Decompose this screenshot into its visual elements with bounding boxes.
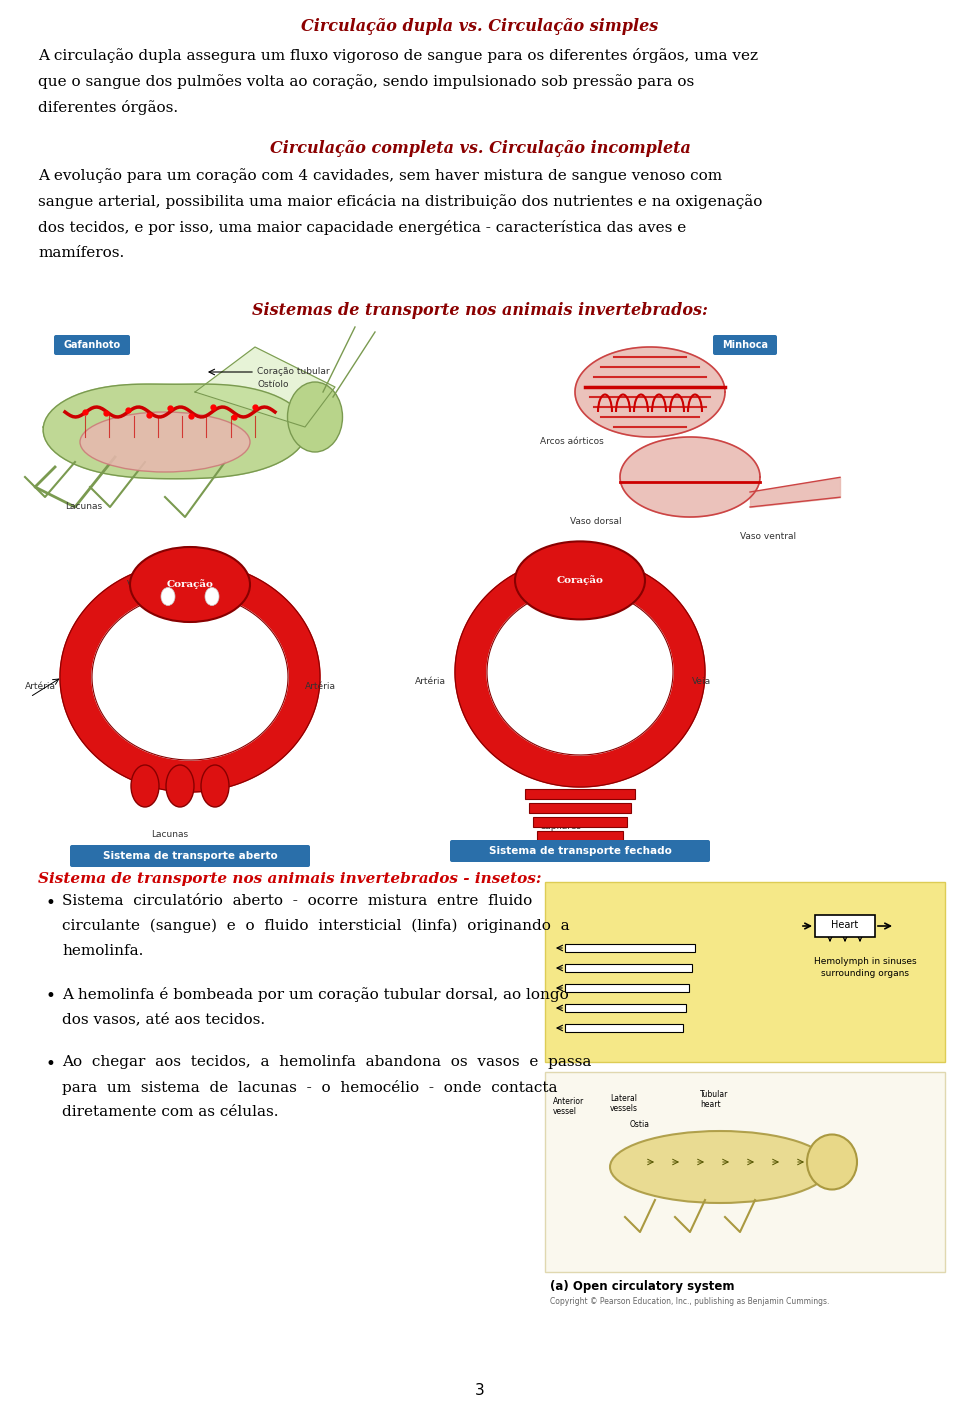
Text: Circulação completa vs. Circulação incompleta: Circulação completa vs. Circulação incom… bbox=[270, 140, 690, 157]
Text: Heart: Heart bbox=[831, 920, 858, 930]
Text: mamíferos.: mamíferos. bbox=[38, 246, 124, 260]
Text: Ostíolo: Ostíolo bbox=[257, 380, 289, 389]
Text: Lacunas: Lacunas bbox=[65, 502, 102, 511]
Text: Gafanhoto: Gafanhoto bbox=[63, 340, 121, 349]
Ellipse shape bbox=[515, 542, 645, 619]
Text: Coração tubular: Coração tubular bbox=[257, 368, 329, 376]
Text: dos vasos, até aos tecidos.: dos vasos, até aos tecidos. bbox=[62, 1012, 265, 1026]
Text: Coração: Coração bbox=[167, 579, 213, 589]
Bar bbox=[525, 788, 635, 798]
Text: Sistemas de transporte nos animais invertebrados:: Sistemas de transporte nos animais inver… bbox=[252, 302, 708, 318]
Text: Minhoca: Minhoca bbox=[722, 340, 768, 349]
Bar bbox=[565, 964, 692, 972]
FancyBboxPatch shape bbox=[713, 335, 777, 355]
Text: surrounding organs: surrounding organs bbox=[821, 969, 909, 978]
FancyBboxPatch shape bbox=[54, 335, 130, 355]
Ellipse shape bbox=[807, 1135, 857, 1190]
Text: Circulação dupla vs. Circulação simples: Circulação dupla vs. Circulação simples bbox=[301, 18, 659, 35]
Text: Anterior
vessel: Anterior vessel bbox=[553, 1097, 585, 1117]
Bar bbox=[545, 882, 945, 1062]
Text: sangue arterial, possibilita uma maior eficácia na distribuição dos nutrientes e: sangue arterial, possibilita uma maior e… bbox=[38, 194, 762, 209]
Ellipse shape bbox=[610, 1131, 830, 1202]
Polygon shape bbox=[575, 347, 725, 436]
Text: A evolução para um coração com 4 cavidades, sem haver mistura de sangue venoso c: A evolução para um coração com 4 cavidad… bbox=[38, 168, 722, 182]
Text: Lateral
vessels: Lateral vessels bbox=[610, 1094, 638, 1114]
Text: A circulação dupla assegura um fluxo vigoroso de sangue para os diferentes órgão: A circulação dupla assegura um fluxo vig… bbox=[38, 48, 758, 63]
Text: (a) Open circulatory system: (a) Open circulatory system bbox=[550, 1280, 734, 1294]
Text: Artéria: Artéria bbox=[305, 682, 336, 692]
Ellipse shape bbox=[205, 588, 219, 606]
Text: Tubular
heart: Tubular heart bbox=[700, 1090, 729, 1110]
Text: Copyright © Pearson Education, Inc., publishing as Benjamin Cummings.: Copyright © Pearson Education, Inc., pub… bbox=[550, 1296, 829, 1306]
Bar bbox=[529, 803, 631, 812]
Text: Capilares: Capilares bbox=[539, 822, 581, 831]
Text: Veia: Veia bbox=[692, 678, 711, 686]
Text: Ostíolo: Ostíolo bbox=[185, 591, 217, 599]
Ellipse shape bbox=[80, 412, 250, 471]
Polygon shape bbox=[43, 384, 307, 478]
Text: que o sangue dos pulmões volta ao coração, sendo impulsionado sob pressão para o: que o sangue dos pulmões volta ao coraçã… bbox=[38, 74, 694, 88]
Bar bbox=[565, 984, 689, 992]
Text: Vaso dorsal: Vaso dorsal bbox=[570, 516, 622, 526]
Text: Hemolymph in sinuses: Hemolymph in sinuses bbox=[814, 957, 916, 967]
Text: Arcos aórticos: Arcos aórticos bbox=[540, 436, 604, 446]
Ellipse shape bbox=[161, 588, 175, 606]
Text: Artéria: Artéria bbox=[415, 678, 446, 686]
Text: Lacunas: Lacunas bbox=[152, 831, 188, 839]
Text: diferentes órgãos.: diferentes órgãos. bbox=[38, 100, 179, 115]
Text: •: • bbox=[46, 894, 56, 912]
Bar bbox=[815, 915, 875, 937]
Bar bbox=[545, 1072, 945, 1273]
Bar bbox=[565, 1024, 683, 1033]
Text: •: • bbox=[46, 986, 56, 1005]
Polygon shape bbox=[92, 593, 288, 760]
Text: Artéria: Artéria bbox=[25, 682, 56, 692]
FancyBboxPatch shape bbox=[70, 845, 310, 867]
Text: para  um  sistema  de  lacunas  -  o  hemocélio  -  onde  contacta: para um sistema de lacunas - o hemocélio… bbox=[62, 1080, 558, 1094]
Polygon shape bbox=[487, 589, 673, 755]
Text: dos tecidos, e por isso, uma maior capacidade energética - característica das av: dos tecidos, e por isso, uma maior capac… bbox=[38, 220, 686, 234]
Text: 3: 3 bbox=[475, 1383, 485, 1397]
Text: diretamente com as células.: diretamente com as células. bbox=[62, 1106, 278, 1120]
Text: Sistema  circulatório  aberto  -  ocorre  mistura  entre  fluido: Sistema circulatório aberto - ocorre mis… bbox=[62, 894, 532, 908]
Ellipse shape bbox=[287, 382, 343, 452]
Polygon shape bbox=[455, 557, 705, 787]
Text: hemolinfa.: hemolinfa. bbox=[62, 944, 143, 958]
Text: •: • bbox=[46, 1055, 56, 1073]
Polygon shape bbox=[195, 347, 335, 427]
Text: Ostia: Ostia bbox=[630, 1120, 650, 1129]
Ellipse shape bbox=[201, 765, 229, 807]
Bar bbox=[533, 817, 627, 826]
Text: Sistema de transporte aberto: Sistema de transporte aberto bbox=[103, 852, 277, 861]
Bar bbox=[565, 944, 695, 953]
Bar bbox=[565, 1005, 686, 1012]
Polygon shape bbox=[60, 563, 320, 793]
Text: A hemolinfa é bombeada por um coração tubular dorsal, ao longo: A hemolinfa é bombeada por um coração tu… bbox=[62, 986, 568, 1002]
Text: Coração: Coração bbox=[557, 575, 604, 585]
Text: Sistema de transporte fechado: Sistema de transporte fechado bbox=[489, 846, 671, 856]
Text: circulante  (sangue)  e  o  fluido  intersticial  (linfa)  originando  a: circulante (sangue) e o fluido interstic… bbox=[62, 919, 569, 933]
Text: Válvula: Válvula bbox=[128, 579, 160, 589]
Text: Válvula: Válvula bbox=[517, 577, 550, 586]
FancyBboxPatch shape bbox=[450, 840, 710, 861]
Text: Vaso ventral: Vaso ventral bbox=[740, 532, 796, 542]
Polygon shape bbox=[620, 436, 760, 516]
Text: Sistema de transporte nos animais invertebrados - insetos:: Sistema de transporte nos animais invert… bbox=[38, 873, 541, 887]
Bar bbox=[537, 831, 623, 840]
Ellipse shape bbox=[131, 765, 159, 807]
Ellipse shape bbox=[130, 547, 250, 622]
Ellipse shape bbox=[166, 765, 194, 807]
Text: Ao  chegar  aos  tecidos,  a  hemolinfa  abandona  os  vasos  e  passa: Ao chegar aos tecidos, a hemolinfa aband… bbox=[62, 1055, 591, 1069]
